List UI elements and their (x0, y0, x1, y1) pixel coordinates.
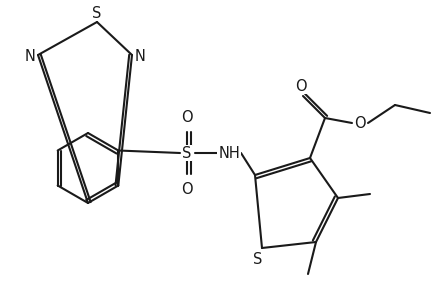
Text: O: O (295, 79, 307, 94)
Text: O: O (354, 115, 366, 130)
Text: S: S (183, 146, 192, 161)
Text: N: N (24, 49, 35, 64)
Text: O: O (181, 110, 193, 125)
Text: O: O (181, 181, 193, 196)
Text: S: S (253, 252, 263, 267)
Text: N: N (135, 49, 145, 64)
Text: NH: NH (218, 146, 240, 161)
Text: S: S (92, 6, 102, 21)
